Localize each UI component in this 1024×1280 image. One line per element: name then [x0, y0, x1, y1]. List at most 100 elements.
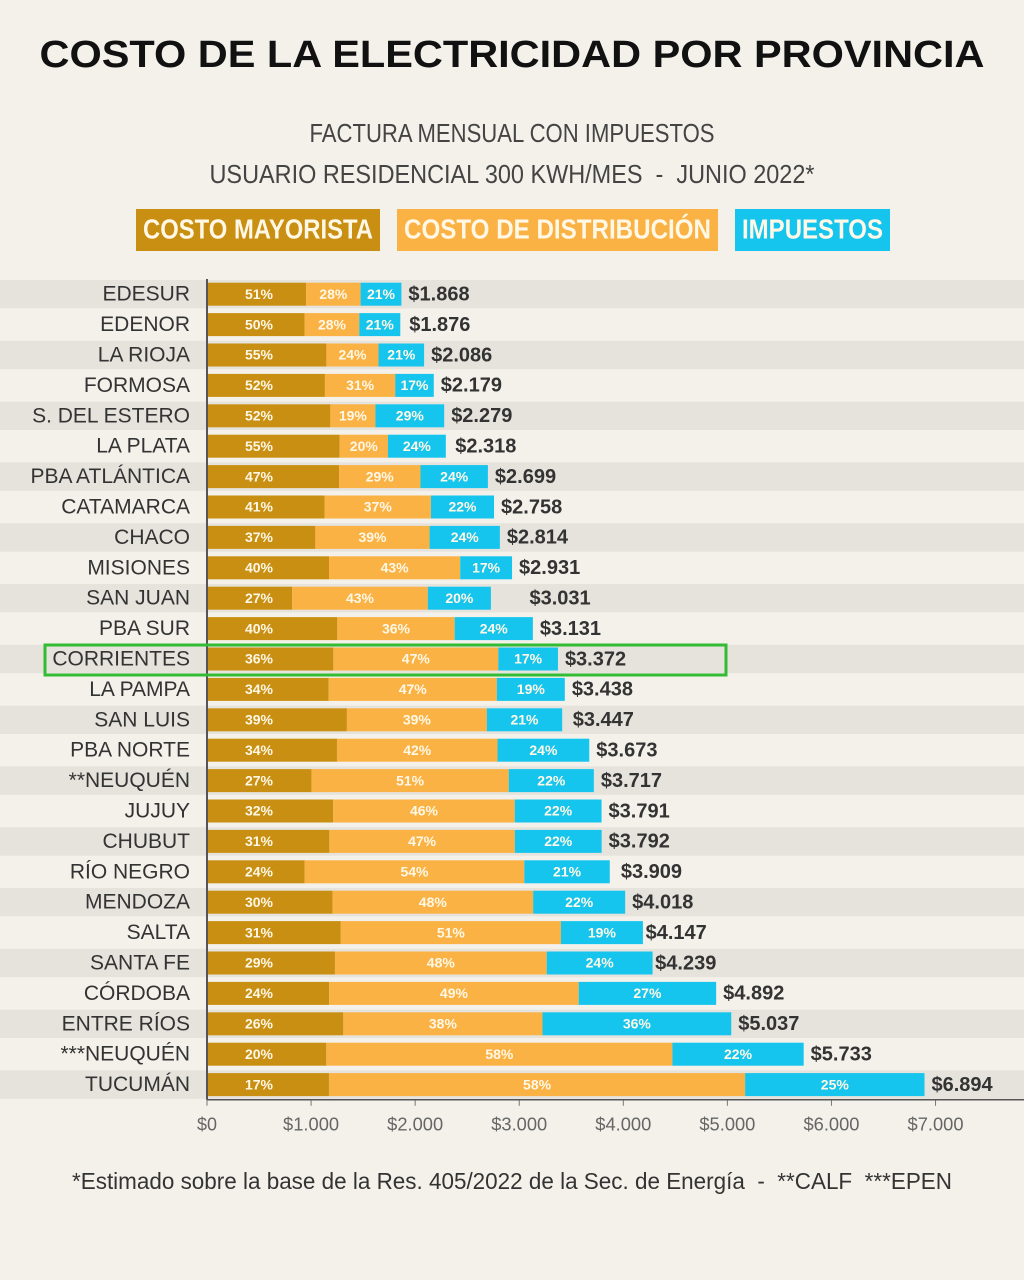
subtitle: USUARIO RESIDENCIAL 300 KWH/MES - JUNIO …: [210, 159, 815, 189]
bar-segment: [533, 890, 626, 914]
segment-label: 58%: [485, 1046, 514, 1062]
x-tick-label: $1.000: [283, 1115, 339, 1135]
bar-segment: [207, 951, 335, 975]
bar-segment: [207, 769, 312, 793]
segment-label: 27%: [245, 772, 274, 788]
bar-segment: [429, 525, 500, 549]
segment-label: 58%: [523, 1076, 552, 1092]
legend-label: COSTO MAYORISTA: [143, 213, 373, 244]
category-label: **NEUQUÉN: [69, 769, 190, 792]
segment-label: 24%: [245, 864, 274, 880]
segment-label: 22%: [537, 772, 566, 788]
bar-segment: [339, 434, 388, 458]
segment-label: 39%: [245, 712, 274, 728]
plot: $0 $1.000 $2.000 $3.000 $4.000 $5.000 $6.000 $7…: [0, 279, 1024, 1135]
bar-segment: [304, 313, 360, 337]
category-label: JUJUY: [125, 800, 190, 823]
category-label: LA PLATA: [96, 435, 190, 458]
segment-label: 47%: [399, 681, 428, 697]
bar-segment: [207, 404, 331, 428]
segment-label: 36%: [245, 651, 274, 667]
total-label: $3.909: [621, 861, 682, 883]
bar-segment: [546, 951, 653, 975]
bar-segment: [514, 799, 602, 823]
category-label: S. DEL ESTERO: [32, 404, 190, 427]
segment-label: 19%: [339, 408, 368, 424]
segment-label: 17%: [472, 560, 501, 576]
bar-segment: [460, 556, 513, 580]
bar-segment: [207, 708, 347, 732]
segment-label: 27%: [245, 590, 274, 606]
legend-label: COSTO DE DISTRIBUCIÓN: [404, 213, 711, 244]
bar-segment: [346, 708, 487, 732]
bar-segment: [745, 1073, 925, 1097]
bar-segment: [427, 586, 491, 610]
x-tick-label: $2.000: [387, 1115, 443, 1135]
bar-segment: [207, 373, 325, 397]
total-label: $3.031: [529, 587, 590, 609]
bar-segment: [337, 617, 455, 641]
segment-label: 51%: [245, 286, 274, 302]
bar-segment: [336, 738, 498, 762]
segment-label: 31%: [245, 833, 274, 849]
segment-label: 24%: [338, 347, 367, 363]
bar-segment: [395, 373, 434, 397]
total-label: $3.673: [596, 739, 657, 761]
total-label: $5.037: [738, 1013, 799, 1035]
bar-segment: [207, 799, 334, 823]
segment-label: 50%: [245, 316, 274, 332]
segment-label: 17%: [245, 1076, 274, 1092]
row-stripe: [0, 401, 1024, 430]
bar-segment: [207, 921, 341, 945]
bar-segment: [324, 373, 396, 397]
total-label: $2.279: [451, 405, 512, 427]
bar-segment: [497, 738, 590, 762]
bar-segment: [430, 495, 495, 519]
x-tick-label: $5.000: [699, 1115, 755, 1135]
segment-label: 22%: [565, 894, 594, 910]
category-label: TUCUMÁN: [85, 1073, 190, 1096]
category-label: CÓRDOBA: [84, 982, 190, 1005]
bar-segment: [359, 313, 401, 337]
segment-label: 19%: [588, 924, 617, 940]
category-label: ENTRE RÍOS: [62, 1012, 190, 1035]
segment-label: 55%: [245, 438, 274, 454]
total-label: $3.438: [572, 679, 633, 701]
total-label: $2.086: [431, 344, 492, 366]
segment-label: 36%: [623, 1016, 652, 1032]
segment-label: 31%: [245, 924, 274, 940]
segment-label: 17%: [514, 651, 543, 667]
segment-label: 20%: [350, 438, 379, 454]
category-label: FORMOSA: [84, 374, 190, 397]
bar-segment: [328, 677, 497, 701]
bar-segment: [514, 829, 602, 853]
bar-segment: [306, 282, 361, 306]
bar-segment: [311, 769, 509, 793]
segment-label: 24%: [451, 529, 480, 545]
bar-segment: [560, 921, 643, 945]
legend-label: IMPUESTOS: [742, 213, 883, 244]
bar-segment: [340, 921, 561, 945]
row-stripe: [0, 523, 1024, 552]
x-tick-label: $0: [197, 1115, 217, 1135]
bar-segment: [292, 586, 428, 610]
category-label: PBA NORTE: [70, 739, 190, 762]
bar-segment: [486, 708, 563, 732]
segment-label: 47%: [402, 651, 431, 667]
segment-label: 20%: [445, 590, 474, 606]
segment-label: 40%: [245, 620, 274, 636]
bar-segment: [207, 1042, 327, 1066]
segment-label: 37%: [245, 529, 274, 545]
category-label: CHACO: [114, 526, 190, 549]
bar-segment: [343, 1012, 543, 1036]
highlight-box: [43, 643, 728, 677]
bar-segment: [207, 1012, 344, 1036]
bar-segment: [326, 343, 379, 367]
row-stripe: [0, 462, 1024, 491]
x-tick-label: $7.000: [908, 1115, 964, 1135]
segment-label: 52%: [245, 377, 274, 393]
total-label: $2.318: [455, 435, 516, 457]
segment-label: 20%: [245, 1046, 274, 1062]
segment-label: 29%: [396, 408, 425, 424]
